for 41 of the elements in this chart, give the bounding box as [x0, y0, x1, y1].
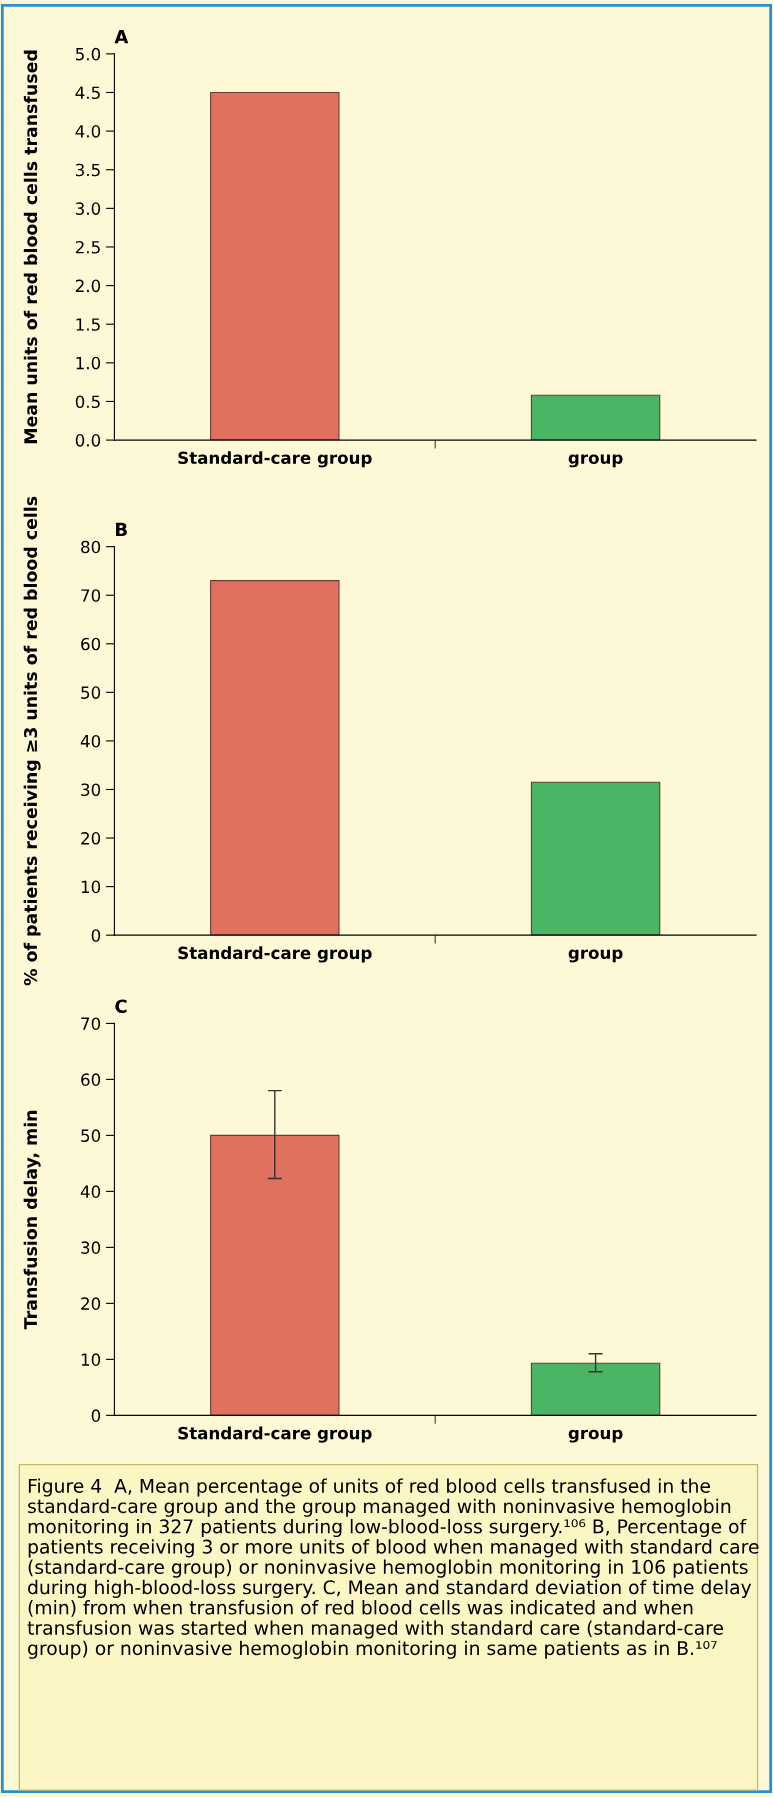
y-tick-label: 50	[81, 1129, 101, 1142]
y-axis-title: Transfusion delay, min	[23, 1110, 41, 1330]
y-tick-label: 40	[80, 734, 101, 748]
y-axis-title: % of patients receiving ≥3 units of red blood cells	[23, 496, 41, 986]
y-axis-title: Mean units of red blood cells transfused	[23, 50, 38, 444]
y-tick-label: 4.0	[75, 125, 101, 138]
y-tick-label: 80	[81, 540, 101, 554]
text: Figure 4 A, Mean percentage of units of red blood cells transfused in the standard-care group and the group managed with noninvasive hemoglobin monitoring in 327 patients during low-blood-loss surgery.¹⁰⁶ B, Percentage of patients receiving 3 or more units of blood when managed with standard care (standard-care group) or noninvasive hemoglobin monitoring in 106 patients during high-blood-loss surgery. C, Mean and standard deviation of time delay (min) from when transfusion of red blood cells was indicated and when transfusion was started when managed with standard care (standard-care group) or noninvasive hemoglobin monitoring in same patients as in B.¹⁰⁷	[27, 1478, 759, 1659]
x-tick-label: group	[568, 454, 623, 468]
chart-title: C	[115, 999, 127, 1014]
x-tick-label: Standard-care group	[178, 1426, 372, 1443]
y-tick-label: 3.0	[75, 202, 101, 215]
y-tick-label: 2.5	[75, 240, 100, 254]
chart-title: B	[116, 522, 127, 537]
y-tick-label: 2.0	[75, 279, 101, 293]
y-tick-label: 4.5	[75, 86, 100, 100]
y-tick-label: 10	[81, 880, 101, 894]
y-tick-label: 70	[81, 1017, 101, 1030]
y-tick-label: 0	[91, 1409, 101, 1422]
y-tick-label: 70	[81, 589, 101, 602]
y-tick-label: 3.5	[75, 163, 100, 177]
y-tick-label: 40	[80, 1185, 101, 1198]
x-tick-label: Standard-care group	[178, 451, 372, 468]
y-tick-label: 0.5	[75, 395, 100, 409]
y-tick-label: 30	[81, 1241, 101, 1254]
y-tick-label: 20	[81, 1297, 101, 1310]
x-tick-label: group	[568, 1429, 623, 1443]
y-tick-label: 20	[81, 832, 101, 845]
y-tick-label: 0	[91, 929, 101, 942]
y-tick-label: 1.0	[76, 356, 101, 370]
y-tick-label: 0.0	[75, 434, 101, 447]
y-tick-label: 60	[81, 637, 101, 651]
y-tick-label: 5.0	[75, 47, 101, 61]
y-tick-label: 60	[81, 1073, 101, 1086]
chart-title: A	[114, 30, 129, 44]
y-tick-label: 50	[81, 686, 101, 699]
y-tick-label: 1.5	[76, 318, 100, 331]
y-tick-label: 30	[81, 783, 101, 797]
x-tick-label: group	[568, 949, 623, 963]
x-tick-label: Standard-care group	[178, 946, 372, 963]
y-tick-label: 10	[81, 1353, 101, 1366]
